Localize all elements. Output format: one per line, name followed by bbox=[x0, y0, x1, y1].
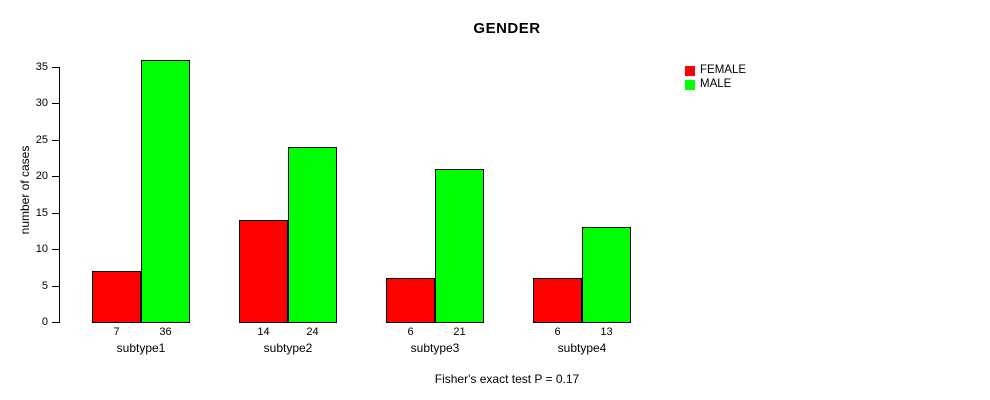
y-tick-label-25: 25 bbox=[35, 134, 48, 146]
y-tick-10 bbox=[52, 249, 59, 250]
y-tick-label-35: 35 bbox=[35, 61, 48, 73]
bar-value-female-subtype2: 14 bbox=[257, 326, 270, 338]
legend-label-female: FEMALE bbox=[700, 64, 747, 76]
bar-value-male-subtype2: 24 bbox=[306, 326, 319, 338]
y-tick-label-5: 5 bbox=[41, 280, 48, 292]
y-tick-label-0: 0 bbox=[41, 316, 48, 328]
y-tick-label-15: 15 bbox=[35, 207, 48, 219]
caption-fishers-test: Fisher's exact test P = 0.17 bbox=[434, 372, 580, 386]
bar-female-subtype4 bbox=[533, 278, 582, 323]
bar-value-male-subtype4: 13 bbox=[600, 326, 613, 338]
bar-value-female-subtype1: 7 bbox=[113, 326, 120, 338]
bar-male-subtype1 bbox=[141, 59, 190, 323]
y-tick-label-30: 30 bbox=[35, 97, 48, 109]
y-tick-30 bbox=[52, 103, 59, 104]
chart-title: GENDER bbox=[473, 20, 541, 37]
y-tick-15 bbox=[52, 213, 59, 214]
y-tick-25 bbox=[52, 140, 59, 141]
bar-male-subtype4 bbox=[582, 227, 631, 323]
bar-male-subtype3 bbox=[435, 169, 484, 323]
y-tick-20 bbox=[52, 176, 59, 177]
legend-item-female: FEMALE bbox=[685, 64, 747, 76]
bar-value-male-subtype3: 21 bbox=[453, 326, 466, 338]
bar-female-subtype2 bbox=[239, 220, 288, 323]
category-label-subtype4: subtype4 bbox=[557, 341, 607, 355]
y-tick-0 bbox=[52, 322, 59, 323]
y-tick-35 bbox=[52, 67, 59, 68]
category-label-subtype3: subtype3 bbox=[410, 341, 460, 355]
bar-value-female-subtype4: 6 bbox=[554, 326, 561, 338]
legend-swatch-female bbox=[685, 65, 695, 76]
y-axis-line bbox=[59, 67, 60, 323]
legend: FEMALE MALE bbox=[685, 64, 747, 90]
y-tick-label-20: 20 bbox=[35, 170, 48, 182]
bar-value-female-subtype3: 6 bbox=[407, 326, 414, 338]
bar-female-subtype3 bbox=[386, 278, 435, 323]
bar-female-subtype1 bbox=[92, 271, 141, 323]
bar-value-male-subtype1: 36 bbox=[159, 326, 172, 338]
bar-male-subtype2 bbox=[288, 147, 337, 323]
legend-item-male: MALE bbox=[685, 78, 746, 90]
legend-swatch-male bbox=[685, 79, 695, 90]
legend-label-male: MALE bbox=[700, 78, 732, 90]
category-label-subtype2: subtype2 bbox=[263, 341, 313, 355]
y-tick-5 bbox=[52, 286, 59, 287]
category-label-subtype1: subtype1 bbox=[116, 341, 166, 355]
y-tick-label-10: 10 bbox=[35, 243, 48, 255]
